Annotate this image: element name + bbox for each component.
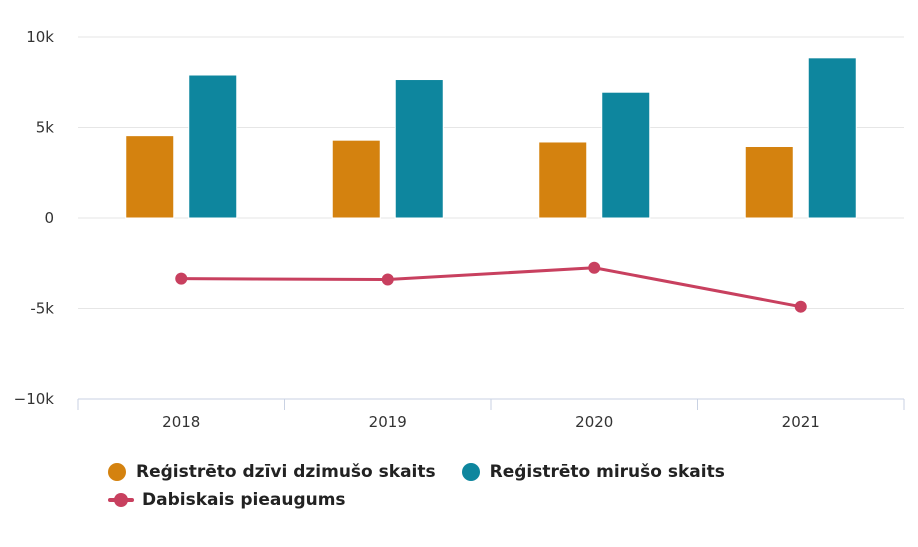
line-point[interactable] (175, 272, 188, 285)
legend-item-births[interactable]: Reģistrēto dzīvi dzimušo skaits (108, 462, 436, 482)
legend-label-natural-growth: Dabiskais pieaugums (142, 490, 346, 510)
bar[interactable] (188, 74, 238, 219)
legend-row-1: Reģistrēto dzīvi dzimušo skaits Reģistrē… (108, 458, 808, 486)
y-axis-ticks: 10k 5k 0 -5k −10k (14, 28, 55, 408)
bar-series (125, 57, 857, 219)
bar[interactable] (394, 79, 444, 219)
bar[interactable] (744, 146, 794, 219)
y-tick-label: −10k (14, 390, 55, 408)
bar[interactable] (125, 135, 175, 219)
line-point[interactable] (588, 261, 601, 274)
x-axis: 2018 2019 2020 2021 (77, 398, 905, 431)
y-tick-label: 0 (44, 209, 54, 227)
x-tick-label: 2021 (782, 413, 820, 431)
line-path (179, 266, 803, 309)
line-point[interactable] (381, 273, 394, 286)
bar[interactable] (807, 57, 857, 219)
deaths-swatch-icon (461, 463, 480, 481)
legend-label-births: Reģistrēto dzīvi dzimušo skaits (136, 462, 436, 482)
bar[interactable] (538, 141, 588, 219)
x-tick-label: 2020 (575, 413, 613, 431)
line-point[interactable] (794, 300, 807, 313)
legend-label-deaths: Reģistrēto mirušo skaits (489, 462, 725, 482)
y-tick-label: 5k (36, 119, 55, 137)
line-series (175, 261, 807, 313)
legend-row-2: Dabiskais pieaugums (108, 486, 808, 514)
legend: Reģistrēto dzīvi dzimušo skaits Reģistrē… (108, 458, 808, 514)
legend-item-deaths[interactable]: Reģistrēto mirušo skaits (461, 462, 725, 482)
legend-item-natural-growth[interactable]: Dabiskais pieaugums (108, 490, 346, 510)
x-tick-label: 2019 (369, 413, 407, 431)
bar[interactable] (601, 91, 651, 219)
bar[interactable] (331, 139, 381, 219)
natural-growth-swatch-icon (108, 491, 134, 509)
chart-canvas: 10k 5k 0 -5k −10k 2018 2019 2020 2021 (14, 28, 905, 431)
y-tick-label: 10k (26, 28, 54, 46)
births-swatch-icon (108, 463, 126, 481)
x-tick-label: 2018 (162, 413, 200, 431)
y-tick-label: -5k (30, 300, 54, 318)
